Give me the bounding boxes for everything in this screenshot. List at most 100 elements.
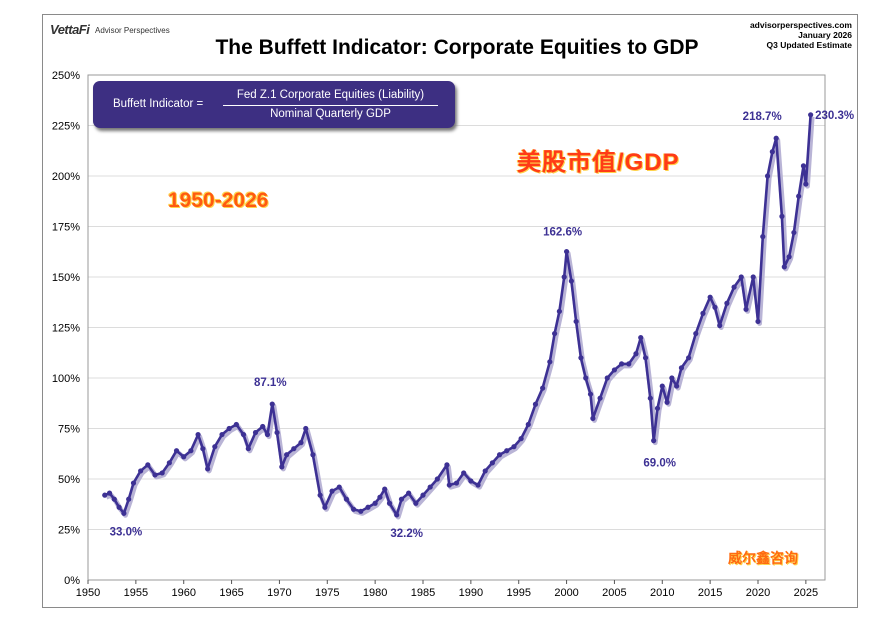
data-point [738, 274, 744, 280]
data-point [212, 444, 218, 450]
x-tick-label: 2020 [746, 587, 770, 599]
data-point [159, 470, 165, 476]
data-point [413, 500, 419, 506]
data-point [800, 163, 807, 169]
data-point [712, 304, 718, 310]
data-point [583, 375, 589, 381]
data-point [773, 135, 779, 141]
site-url: advisorperspectives.com [749, 20, 852, 30]
data-point [468, 478, 474, 484]
data-point [604, 375, 610, 381]
data-point [336, 484, 342, 490]
data-point [525, 421, 531, 428]
data-point [310, 452, 316, 458]
data-point [394, 512, 400, 518]
data-point [351, 506, 357, 512]
y-tick-label: 200% [52, 171, 80, 183]
data-point [561, 274, 567, 280]
x-tick-label: 2010 [650, 587, 674, 599]
data-point [372, 500, 378, 506]
x-tick-label: 1960 [171, 587, 195, 599]
data-point [647, 395, 653, 401]
data-point [106, 490, 113, 496]
y-tick-label: 225% [52, 121, 80, 133]
vettafi-logo: VettaFi [50, 22, 90, 37]
data-point [590, 415, 596, 421]
data-point [252, 429, 259, 436]
data-point [760, 234, 766, 240]
x-tick-label: 1950 [76, 587, 100, 599]
data-point [382, 486, 388, 492]
y-tick-label: 25% [58, 525, 80, 537]
data-point [226, 425, 232, 432]
data-point [121, 510, 127, 516]
axis-layer: 0% 25% 50% 75% 100% 125% 150% 175% 200% 225% 250% 1… [52, 70, 826, 599]
data-point [398, 496, 405, 502]
annotation-label: 87.1% [254, 377, 287, 389]
y-tick-label: 75% [58, 424, 80, 436]
annotation-label: 218.7% [743, 111, 782, 123]
data-point [274, 429, 280, 436]
data-point [343, 496, 350, 502]
formula-lhs: Buffett Indicator = [113, 98, 204, 110]
data-point [181, 454, 187, 460]
data-point [329, 488, 335, 494]
y-tick-label: 0% [64, 575, 80, 587]
data-point [219, 431, 225, 438]
x-tick-label: 1975 [315, 587, 339, 599]
x-tick-label: 1990 [459, 587, 483, 599]
data-point [743, 306, 749, 312]
year-range-overlay: 1950-2026 [168, 189, 269, 212]
x-tick-label: 1995 [506, 587, 530, 599]
data-point [482, 468, 488, 474]
data-point [317, 492, 323, 498]
y-tick-label: 125% [52, 323, 80, 335]
data-point [205, 466, 211, 472]
formula-fraction-bar [223, 105, 438, 106]
series-layer [102, 112, 815, 520]
x-tick-label: 1965 [219, 587, 243, 599]
data-point [750, 274, 756, 280]
y-tick-label: 100% [52, 373, 80, 385]
data-point [461, 470, 467, 476]
estimate-note: Q3 Updated Estimate [766, 40, 853, 50]
data-point [651, 438, 657, 444]
data-point [633, 351, 639, 357]
data-point [377, 494, 383, 500]
data-point [126, 496, 132, 502]
x-tick-label: 2025 [794, 587, 818, 599]
chart-title: The Buffett Indicator: Corporate Equitie… [215, 36, 699, 59]
data-point [386, 500, 393, 506]
data-point [489, 460, 495, 466]
data-point [200, 446, 206, 452]
data-point [619, 361, 625, 367]
y-tick-label: 50% [58, 474, 80, 486]
data-point [358, 508, 364, 514]
data-point [755, 318, 761, 325]
grid-layer [88, 74, 825, 581]
data-point [611, 367, 618, 373]
data-point [707, 294, 713, 300]
data-point [152, 472, 158, 478]
y-tick-label: 175% [52, 222, 80, 234]
data-point [779, 213, 785, 219]
annotation-label: 32.2% [390, 528, 423, 540]
data-point [269, 401, 275, 407]
data-point [427, 484, 433, 490]
report-date: January 2026 [798, 30, 852, 40]
x-tick-label: 2000 [554, 587, 578, 599]
data-point [264, 431, 271, 438]
data-point [260, 423, 266, 430]
annotation-layer: 33.0% 87.1% 32.2% 162.6% 69.0% 218.7% 230.3% [110, 110, 855, 540]
data-point [518, 436, 524, 442]
data-point [786, 254, 792, 260]
x-tick-label: 1980 [363, 587, 387, 599]
data-point [446, 482, 452, 488]
header-meta: advisorperspectives.com January 2026 Q3 … [750, 20, 852, 50]
data-point [453, 480, 460, 486]
logo-subtitle: Advisor Perspectives [95, 26, 170, 35]
data-point [188, 448, 194, 454]
data-point [240, 431, 247, 438]
data-point [195, 431, 201, 438]
